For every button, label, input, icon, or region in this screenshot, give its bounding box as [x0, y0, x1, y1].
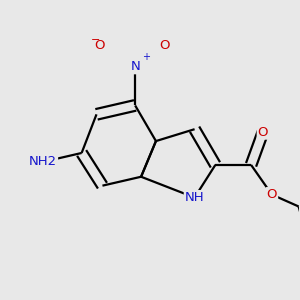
Text: NH: NH [185, 191, 204, 204]
Text: −: − [91, 35, 101, 45]
Text: +: + [142, 52, 150, 62]
Text: O: O [267, 188, 277, 201]
Text: O: O [94, 40, 105, 52]
Text: N: N [130, 60, 140, 73]
Text: NH2: NH2 [29, 155, 57, 168]
Text: O: O [258, 126, 268, 139]
Text: O: O [160, 40, 170, 52]
